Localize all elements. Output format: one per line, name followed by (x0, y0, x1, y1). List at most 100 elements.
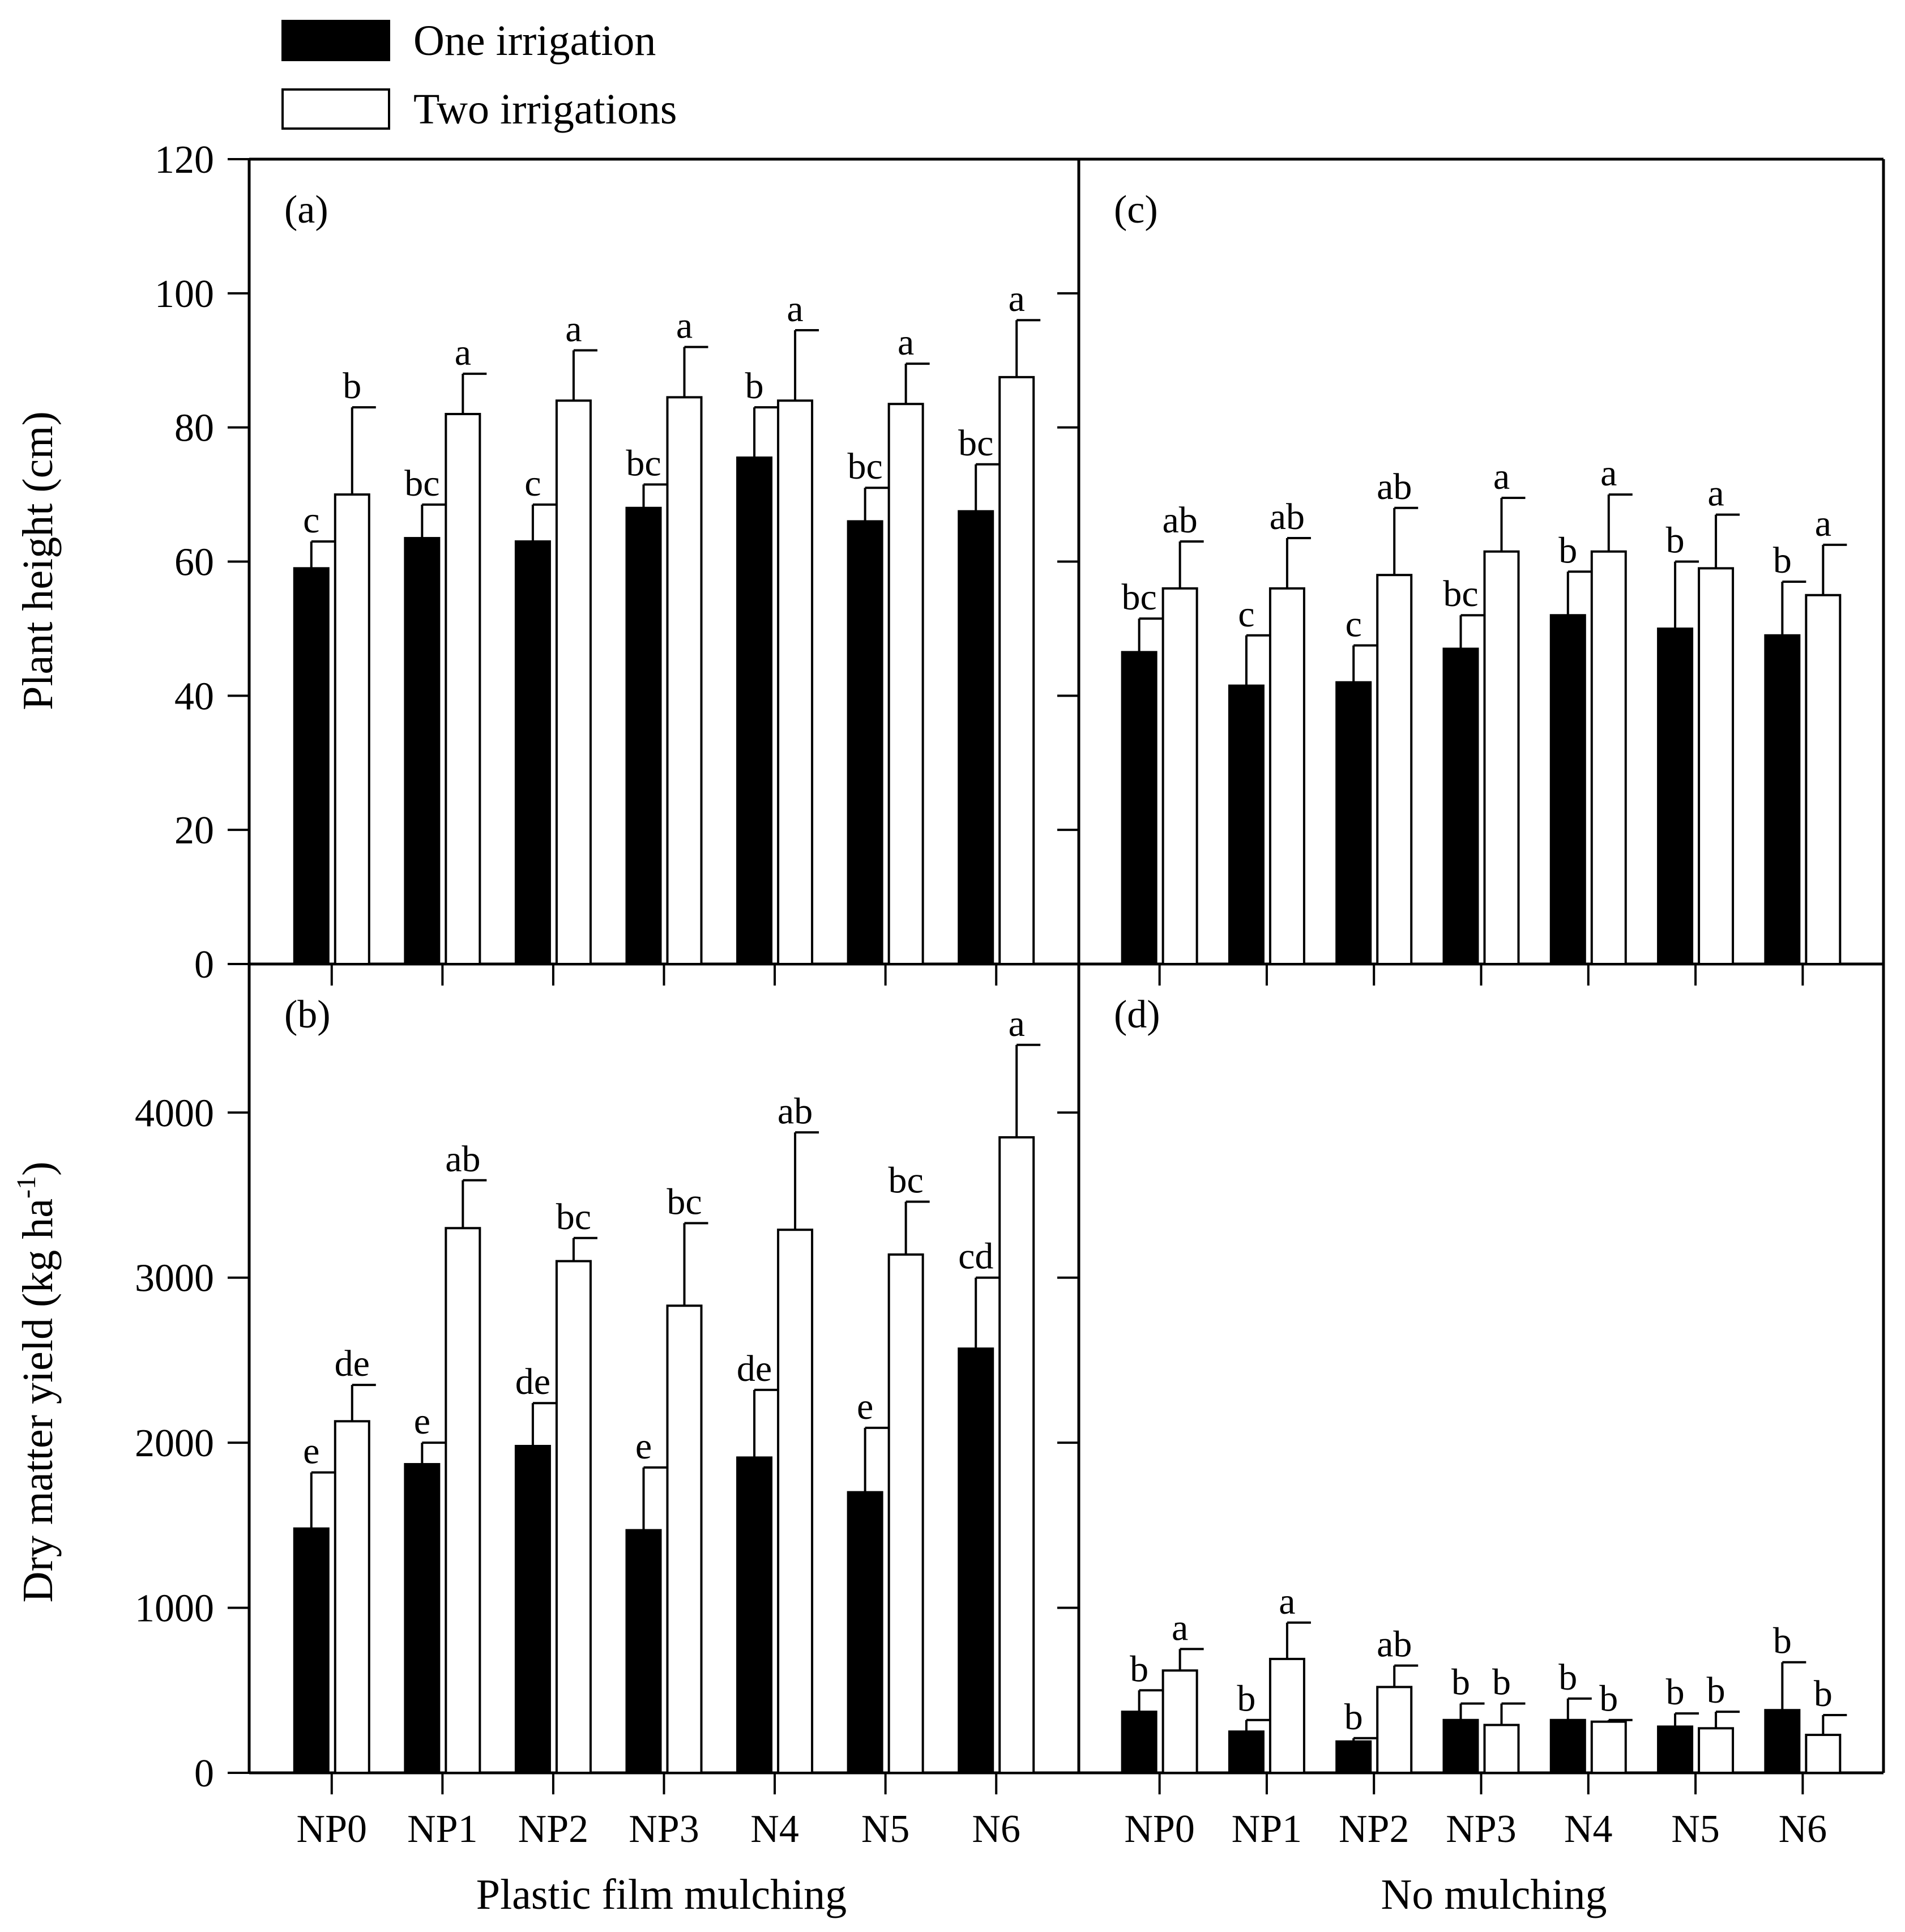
bar-two-irrigations (445, 1227, 481, 1774)
significance-letter: b (1707, 1670, 1725, 1711)
significance-letter: b (1558, 1657, 1577, 1698)
significance-letter: a (1009, 1003, 1025, 1044)
y-axis-title-dry-matter-yield-close: ) (14, 1162, 62, 1176)
bar-one-irrigation (1121, 1711, 1157, 1774)
significance-letter: b (1492, 1662, 1511, 1703)
significance-letter: b (1344, 1696, 1363, 1738)
bar-two-irrigations (1698, 1727, 1735, 1774)
significance-letter: a (565, 308, 582, 349)
panel-tag: (d) (1114, 993, 1160, 1037)
significance-letter: b (1666, 520, 1685, 561)
bar-two-irrigations (555, 1260, 592, 1775)
significance-letter: b (1130, 1648, 1148, 1690)
bar-one-irrigation (847, 520, 883, 965)
significance-letter: ab (1270, 496, 1305, 538)
bar-one-irrigation (1228, 684, 1265, 965)
bar-one-irrigation (625, 1529, 662, 1775)
significance-letter: a (676, 305, 693, 347)
significance-letter: ab (445, 1138, 480, 1180)
x-category-label: NP1 (407, 1807, 477, 1851)
bar-one-irrigation (293, 567, 330, 965)
y-tick-label: 20 (174, 809, 214, 852)
bar-one-irrigation (1657, 1725, 1694, 1774)
significance-letter: e (857, 1386, 873, 1427)
significance-letter: c (303, 500, 319, 541)
significance-letter: bc (626, 442, 661, 484)
significance-letter: ab (1377, 1624, 1412, 1665)
significance-letter: a (1707, 473, 1724, 514)
bar-two-irrigations (1376, 574, 1413, 965)
bar-two-irrigations (334, 493, 370, 965)
x-category-label: N5 (1671, 1807, 1720, 1851)
x-category-label: NP3 (629, 1807, 699, 1851)
significance-letter: a (1172, 1607, 1188, 1648)
significance-letter: b (1773, 1620, 1792, 1662)
legend-label-one-irrigation: One irrigation (413, 17, 656, 65)
bar-two-irrigations (445, 412, 481, 965)
legend-swatch-one-irrigation (281, 20, 390, 61)
significance-letter: a (787, 288, 803, 330)
panel-tag: (b) (284, 993, 331, 1037)
bar-one-irrigation (404, 537, 441, 965)
bar-two-irrigations (334, 1420, 370, 1774)
x-category-label: N6 (1779, 1807, 1827, 1851)
bar-two-irrigations (1268, 587, 1305, 966)
bar-one-irrigation (514, 1444, 551, 1774)
significance-letter: de (515, 1361, 550, 1402)
significance-letter: b (1237, 1678, 1255, 1720)
bar-one-irrigation (404, 1463, 441, 1774)
significance-letter: b (1773, 540, 1792, 581)
y-tick-label: 0 (194, 943, 214, 987)
x-category-label: N6 (972, 1807, 1020, 1851)
significance-letter: b (745, 365, 764, 407)
significance-letter: ab (778, 1090, 813, 1132)
significance-letter: c (524, 463, 541, 504)
bar-two-irrigations (887, 1253, 924, 1774)
significance-letter: a (898, 322, 914, 363)
y-tick-label: 1000 (135, 1587, 214, 1631)
bar-one-irrigation (958, 1347, 994, 1774)
significance-letter: c (1238, 594, 1254, 635)
legend-swatch-two-irrigations (281, 88, 390, 130)
significance-letter: e (414, 1401, 430, 1442)
legend-label-two-irrigations: Two irrigations (413, 86, 677, 133)
significance-letter: e (303, 1431, 319, 1472)
significance-letter: bc (1121, 577, 1156, 618)
significance-letter: de (335, 1343, 370, 1384)
y-axis-title-dry-matter-yield: Dry matter yield (kg ha-1) (11, 1162, 62, 1603)
significance-letter: e (635, 1426, 652, 1467)
panel-tag: (a) (284, 188, 328, 232)
y-axis-title-dry-matter-yield-superscript: -1 (11, 1176, 41, 1199)
significance-letter: cd (958, 1236, 993, 1277)
y-tick-label: 0 (194, 1752, 214, 1795)
significance-letter: a (455, 332, 471, 373)
y-tick-label: 80 (174, 407, 214, 450)
significance-letter: b (1599, 1678, 1618, 1720)
significance-letter: bc (556, 1196, 591, 1238)
bar-two-irrigations (1698, 567, 1735, 965)
bar-one-irrigation (1549, 1718, 1586, 1775)
bar-two-irrigations (1376, 1686, 1413, 1774)
bar-two-irrigations (666, 1304, 703, 1774)
bar-two-irrigations (1805, 1733, 1842, 1775)
y-tick-label: 60 (174, 541, 214, 585)
y-axis-title-dry-matter-yield-main: Dry matter yield (kg ha (14, 1199, 62, 1602)
significance-letter: bc (888, 1160, 923, 1201)
bar-one-irrigation (847, 1491, 883, 1775)
bar-two-irrigations (777, 1229, 814, 1774)
bar-one-irrigation (1657, 627, 1694, 965)
significance-letter: b (1666, 1671, 1685, 1713)
x-category-label: N4 (750, 1807, 799, 1851)
y-tick-label: 100 (155, 272, 214, 316)
bar-one-irrigation (1764, 1709, 1801, 1774)
significance-letter: b (1814, 1673, 1833, 1715)
bar-two-irrigations (555, 399, 592, 965)
bar-two-irrigations (777, 399, 814, 965)
y-axis-title-plant-height: Plant height (cm) (14, 411, 62, 710)
significance-letter: bc (847, 446, 882, 487)
panel-tag: (c) (1114, 188, 1158, 232)
significance-letter: c (1346, 604, 1362, 645)
significance-letter: a (1279, 1581, 1295, 1622)
significance-letter: b (343, 365, 361, 407)
